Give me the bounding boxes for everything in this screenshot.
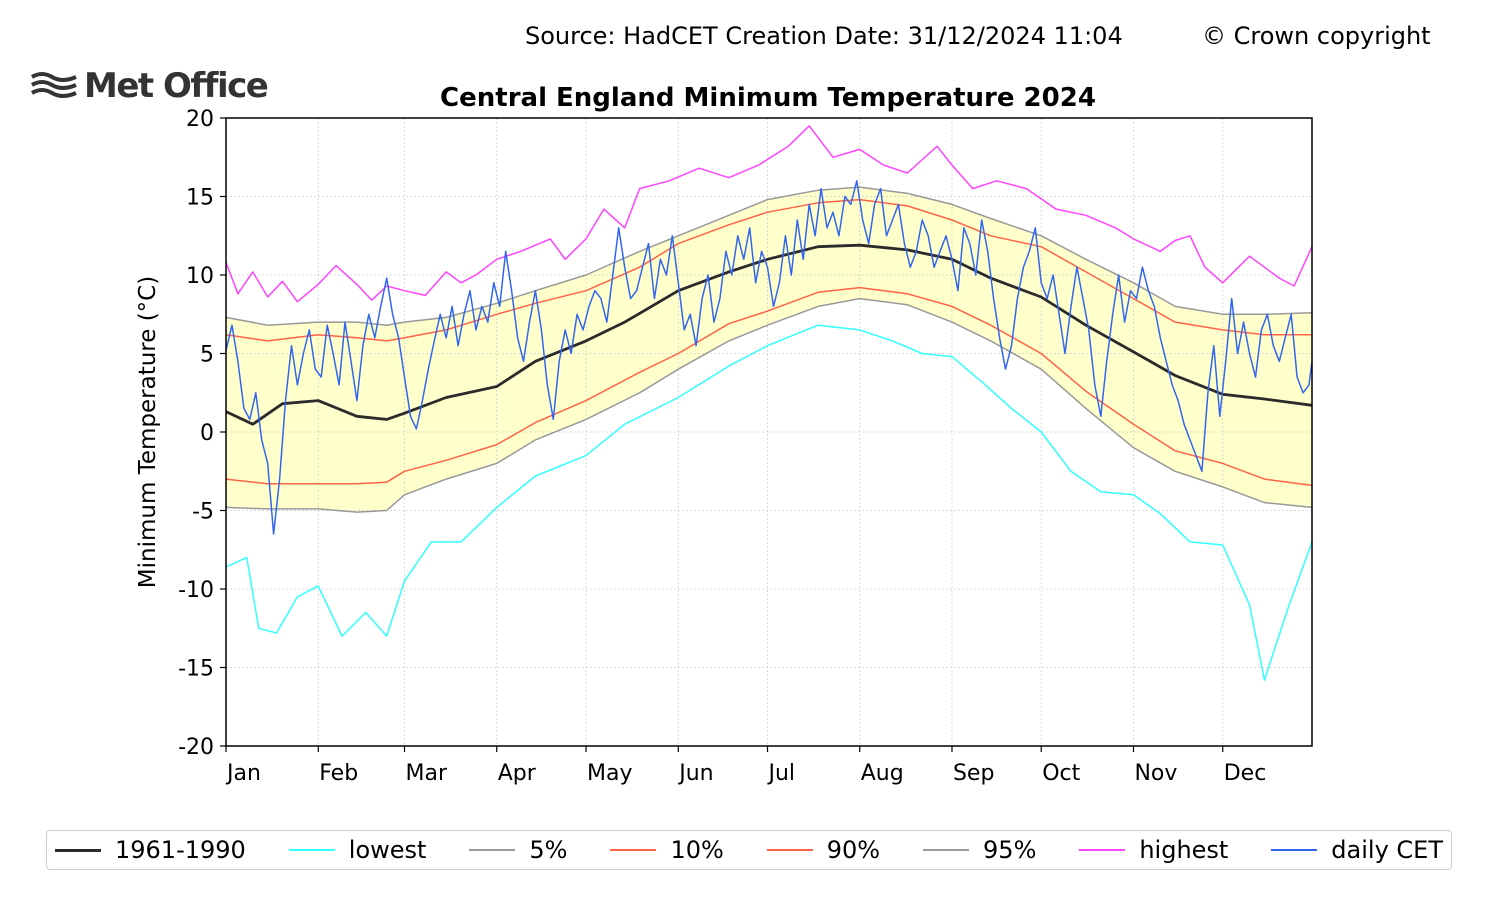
y-tick-label: 15 [186, 186, 214, 211]
legend-label: daily CET [1331, 836, 1443, 864]
legend-label: highest [1139, 836, 1229, 864]
legend-item: lowest [288, 836, 427, 864]
legend-swatch [55, 848, 101, 852]
legend-item: daily CET [1271, 836, 1443, 864]
met-office-logo: Met Office [30, 66, 269, 106]
legend-swatch [1079, 849, 1126, 851]
legend-swatch [610, 849, 657, 851]
x-tick-label: Dec [1224, 761, 1267, 786]
y-tick-label: -15 [178, 657, 214, 682]
legend-item: highest [1079, 836, 1228, 864]
chart: Central England Minimum Temperature 2024… [135, 83, 1313, 786]
legend-item: 10% [610, 836, 724, 864]
series-line-10- [225, 286, 1313, 487]
legend-label: 95% [983, 836, 1037, 864]
legend-item: 5% [469, 836, 567, 864]
series-line-daily-cet [225, 180, 1313, 535]
source-line: Source: HadCET Creation Date: 31/12/2024… [525, 22, 1123, 50]
x-tick-label: Sep [953, 761, 994, 786]
x-tick-label: Apr [498, 761, 537, 786]
x-tick-label: Nov [1134, 761, 1177, 786]
y-tick-label: 10 [186, 264, 214, 289]
legend-swatch [1271, 849, 1318, 851]
y-tick-label: 20 [186, 107, 214, 132]
y-tick-label: -10 [178, 578, 214, 603]
x-tick-label: Mar [406, 761, 448, 786]
x-tick-label: Oct [1042, 761, 1080, 786]
logo-text: Met Office [84, 66, 269, 106]
series-line-highest [225, 125, 1313, 303]
y-tick-label: 0 [200, 421, 214, 446]
x-tick-label: May [587, 761, 632, 786]
series-line-1961-1990 [225, 243, 1313, 426]
y-axis-label: Minimum Temperature (°C) [135, 276, 161, 588]
x-tick-label: Jul [767, 761, 796, 786]
legend-swatch [766, 849, 813, 851]
legend-item: 90% [766, 836, 881, 864]
legend-label: 1961-1990 [115, 836, 246, 864]
percentile-band [226, 187, 1312, 513]
legend-label: 10% [670, 836, 724, 864]
legend: 1961-1990 lowest 5% 10% 90% 95% highest daily C… [46, 830, 1452, 870]
copyright-text: © Crown copyright [1202, 22, 1431, 50]
series-line-lowest [225, 324, 1313, 681]
x-tick-label: Jun [677, 761, 713, 786]
series-line-5- [225, 297, 1313, 513]
legend-swatch [469, 849, 516, 851]
legend-label: 90% [826, 836, 881, 864]
y-tick-label: -20 [178, 735, 214, 760]
legend-swatch [923, 849, 970, 851]
series-line-90- [225, 198, 1312, 342]
series-line-95- [225, 186, 1313, 326]
x-tick-label: Feb [319, 761, 358, 786]
y-tick-label: 5 [200, 343, 214, 368]
x-tick-label: Aug [861, 761, 904, 786]
legend-label: 5% [529, 836, 568, 864]
x-tick-label: Jan [225, 761, 261, 786]
y-tick-label: -5 [192, 500, 214, 525]
plot-area: 20 15 10 5 0 -5 -10 -15 -20 Jan Feb Mar Apr May Jun Jul… [178, 107, 1313, 786]
chart-title: Central England Minimum Temperature 2024 [440, 83, 1096, 113]
met-office-waves-icon [30, 72, 77, 98]
legend-label: lowest [348, 836, 427, 864]
legend-swatch [288, 849, 335, 851]
legend-item: 95% [923, 836, 1036, 864]
legend-item: 1961-1990 [55, 836, 246, 864]
